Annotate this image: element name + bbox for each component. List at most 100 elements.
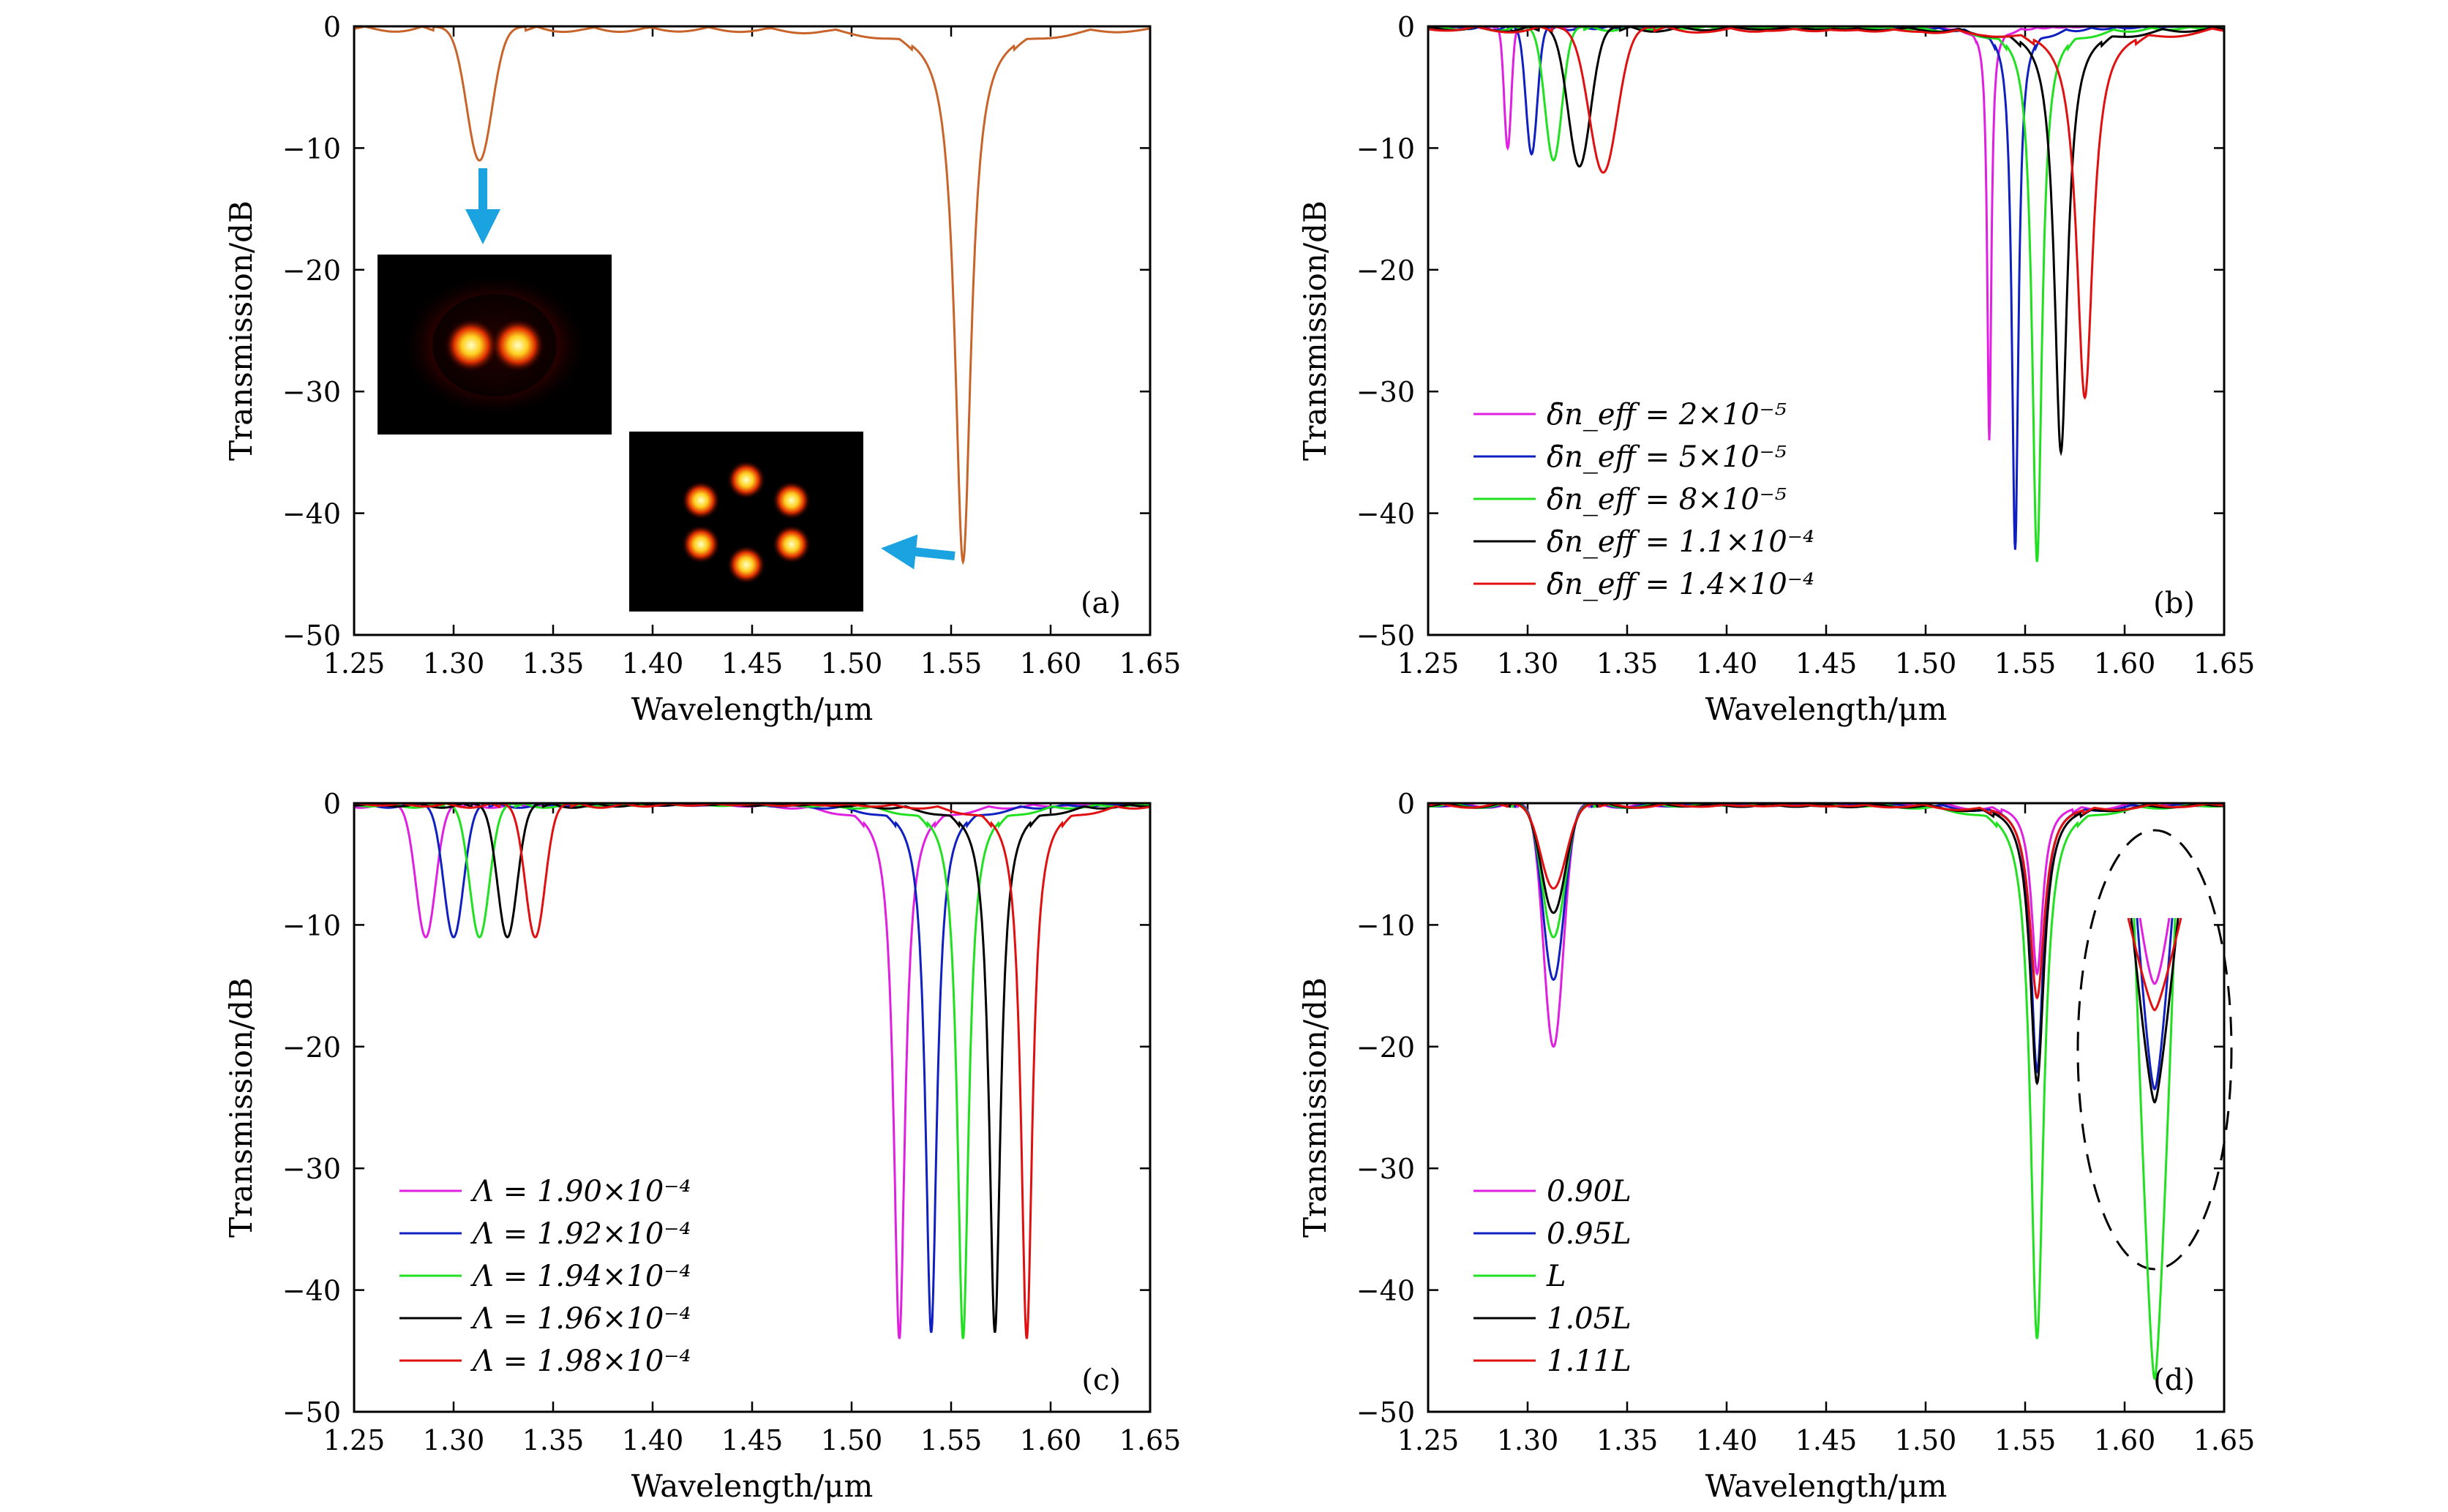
y-tick-label: −20 <box>1356 255 1415 287</box>
y-tick-label: −30 <box>282 1153 341 1185</box>
series-line-5 <box>1428 25 2224 400</box>
legend: 0.90L 0.95L L 1.05L 1.11L <box>1473 1175 1632 1378</box>
y-tick-label: −30 <box>282 376 341 408</box>
x-axis-label: Wavelength/μm <box>631 1468 874 1504</box>
y-tick-label: 0 <box>323 11 341 43</box>
series-line-1 <box>354 25 1150 565</box>
legend-entry: δ̄n_eff = 8×10⁻⁵ <box>1547 483 1787 516</box>
series-group <box>354 802 1150 1339</box>
y-tick-label: −40 <box>1356 1275 1415 1307</box>
series-line-4 <box>1428 25 2224 456</box>
y-tick-label: −50 <box>282 620 341 652</box>
x-tick-label: 1.60 <box>1020 647 1082 680</box>
y-axis-label: Transmission/dB <box>223 977 259 1238</box>
series-line-1 <box>1428 25 2224 440</box>
plot-frame <box>353 25 1152 636</box>
zoom-series-1 <box>2139 917 2171 985</box>
x-tick-label: 1.40 <box>622 647 684 680</box>
panel-d: 1.25 1.30 1.35 1.40 1.45 1.50 1.55 1.60 1.65 0 −10… <box>1297 788 2255 1504</box>
y-tick-label: −40 <box>282 1275 341 1307</box>
x-tick-label: 1.25 <box>1397 647 1460 680</box>
panel-a: 1.25 1.30 1.35 1.40 1.45 1.50 1.55 1.60 1.65 0 −10… <box>223 11 1181 727</box>
y-tick-label: −20 <box>282 1031 341 1064</box>
legend-entry: L <box>1546 1260 1566 1293</box>
arrow-left-icon <box>881 534 955 570</box>
y-tick-label: −40 <box>282 498 341 530</box>
x-tick-label: 1.50 <box>1895 1424 1957 1456</box>
y-tick-label: −20 <box>282 255 341 287</box>
x-axis-label: Wavelength/μm <box>631 691 874 727</box>
x-tick-label: 1.65 <box>1119 1424 1182 1456</box>
legend-entry: δ̄n_eff = 2×10⁻⁵ <box>1547 398 1787 432</box>
panel-label: (a) <box>1081 587 1121 620</box>
x-tick-label: 1.30 <box>1497 647 1559 680</box>
y-axis-label: Transmission/dB <box>223 200 259 461</box>
x-tick-label: 1.45 <box>1795 647 1858 680</box>
series-line-2 <box>1428 802 2224 1074</box>
x-tick-label: 1.30 <box>423 1424 485 1456</box>
y-axis-label: Transmission/dB <box>1297 977 1333 1238</box>
series-line-5 <box>1428 802 2224 1000</box>
y-tick-label: 0 <box>1397 788 1415 820</box>
x-tick-label: 1.35 <box>1596 1424 1659 1456</box>
legend-entry: δ̄n_eff = 1.1×10⁻⁴ <box>1547 525 1814 559</box>
zoom-series-2 <box>2136 917 2174 1091</box>
legend-entry: δ̄n_eff = 5×10⁻⁵ <box>1547 440 1787 474</box>
zoom-series-3 <box>2133 917 2177 1380</box>
legend-entry: 0.90L <box>1547 1175 1632 1208</box>
x-tick-label: 1.30 <box>1497 1424 1559 1456</box>
x-tick-label: 1.55 <box>1994 647 2057 680</box>
y-tick-label: −50 <box>1356 1396 1415 1429</box>
series-line-4 <box>1428 802 2224 1086</box>
x-tick-label: 1.30 <box>423 647 485 680</box>
legend-entry: Λ = 1.94×10⁻⁴ <box>470 1260 691 1293</box>
x-tick-label: 1.60 <box>2094 647 2156 680</box>
legend: δ̄n_eff = 2×10⁻⁵ δ̄n_eff = 5×10⁻⁵ δ̄n_eff … <box>1473 398 1814 601</box>
zoom-inset <box>2076 829 2233 1380</box>
zoom-series-4 <box>2130 917 2179 1104</box>
mode-inset-six-lobe <box>629 432 863 612</box>
legend-entry: Λ = 1.90×10⁻⁴ <box>470 1175 691 1208</box>
y-axis-label: Transmission/dB <box>1297 200 1333 461</box>
x-tick-label: 1.50 <box>821 647 883 680</box>
legend-entry: 1.05L <box>1547 1302 1632 1336</box>
x-tick-label: 1.25 <box>1397 1424 1460 1456</box>
x-tick-label: 1.65 <box>1119 647 1182 680</box>
series-group <box>354 25 1150 565</box>
x-tick-label: 1.55 <box>1994 1424 2057 1456</box>
series-line-4 <box>354 802 1150 1334</box>
series-group <box>1428 25 2224 563</box>
zoom-ellipse <box>2076 829 2233 1271</box>
panel-b: 1.25 1.30 1.35 1.40 1.45 1.50 1.55 1.60 1.65 0 −10… <box>1297 11 2255 727</box>
mode-inset-two-lobe <box>378 255 612 435</box>
x-tick-label: 1.60 <box>1020 1424 1082 1456</box>
legend-entry: Λ = 1.96×10⁻⁴ <box>470 1302 691 1336</box>
y-tick-label: 0 <box>1397 11 1415 43</box>
callout-arrows <box>465 168 955 570</box>
panel-label: (d) <box>2153 1364 2195 1397</box>
series-line-3 <box>1428 25 2224 563</box>
x-tick-label: 1.55 <box>920 1424 983 1456</box>
x-tick-label: 1.40 <box>1696 1424 1758 1456</box>
panel-label: (b) <box>2153 587 2195 620</box>
legend-entry: δ̄n_eff = 1.4×10⁻⁴ <box>1547 568 1814 601</box>
legend-entry: Λ = 1.92×10⁻⁴ <box>470 1217 691 1251</box>
plot-frame <box>1427 802 2226 1413</box>
y-tick-label: −10 <box>282 909 341 941</box>
y-tick-label: −40 <box>1356 498 1415 530</box>
x-tick-label: 1.25 <box>323 647 386 680</box>
y-tick-label: −50 <box>282 1396 341 1429</box>
x-tick-label: 1.35 <box>522 1424 585 1456</box>
x-tick-label: 1.50 <box>821 1424 883 1456</box>
legend-entry: 1.11L <box>1547 1344 1632 1378</box>
zoom-series-5 <box>2127 917 2182 1012</box>
x-tick-label: 1.35 <box>522 647 585 680</box>
y-tick-label: −10 <box>282 132 341 165</box>
series-line-5 <box>354 802 1150 1339</box>
y-tick-label: −10 <box>1356 132 1415 165</box>
y-tick-label: −30 <box>1356 1153 1415 1185</box>
y-tick-label: 0 <box>323 788 341 820</box>
x-tick-label: 1.40 <box>1696 647 1758 680</box>
x-tick-label: 1.60 <box>2094 1424 2156 1456</box>
